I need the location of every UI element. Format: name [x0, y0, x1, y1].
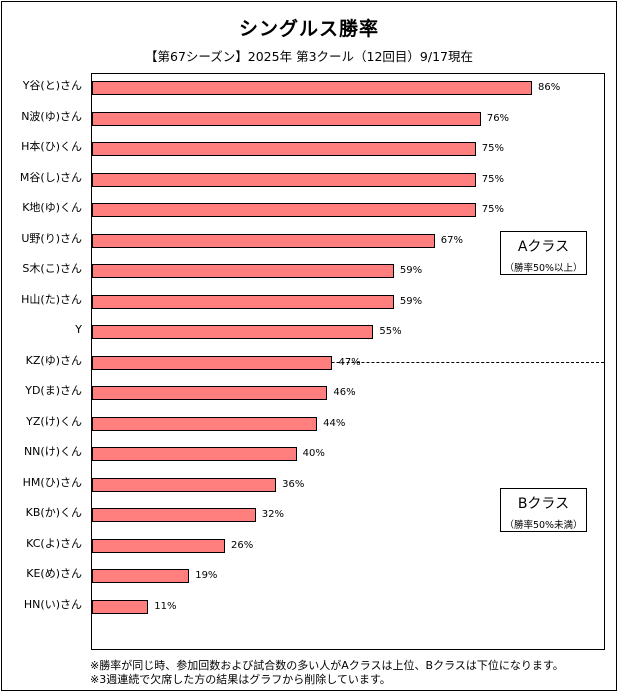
- category-label: H山(た)さん: [21, 292, 82, 306]
- category-label: Y: [75, 323, 82, 336]
- value-label: 75%: [481, 143, 504, 154]
- plot-area: Aクラス （勝率50%以上） Bクラス （勝率50%未満） 86% 76% 75% 7…: [91, 73, 605, 650]
- category-label: K地(ゆ)くん: [22, 201, 82, 214]
- value-label: 26%: [231, 539, 254, 551]
- value-label: 55%: [379, 326, 402, 337]
- category-label: M谷(し)さん: [19, 170, 82, 184]
- value-label: 36%: [282, 478, 305, 490]
- chart-subtitle: 【第67シーズン】2025年 第3クール（12回目）9/17現在: [145, 49, 473, 64]
- value-label: 11%: [154, 600, 177, 612]
- value-label: 75%: [481, 173, 504, 185]
- bar: [92, 569, 190, 583]
- bar: [92, 508, 256, 522]
- category-label: Y谷(と)さん: [22, 79, 82, 92]
- class-divider: [92, 362, 604, 363]
- group-box-b: Bクラス （勝率50%未満）: [500, 488, 587, 532]
- value-label: 59%: [399, 295, 423, 307]
- category-label: HM(ひ)さん: [22, 475, 82, 489]
- group-note-b: （勝率50%未満）: [504, 520, 583, 531]
- bar: [92, 599, 149, 614]
- category-label: YZ(け)くん: [26, 414, 82, 428]
- category-label: KC(よ)さん: [26, 536, 82, 550]
- value-label: 32%: [261, 509, 284, 520]
- group-label-b: Bクラス: [517, 496, 570, 512]
- category-label: KE(め)さん: [26, 567, 82, 580]
- bar: [92, 81, 532, 95]
- bar: [92, 477, 277, 492]
- category-label: HN(い)さん: [23, 597, 82, 611]
- value-label: 76%: [486, 112, 510, 124]
- category-label: S木(こ)さん: [22, 262, 82, 275]
- bar: [92, 355, 333, 370]
- category-label: KZ(ゆ)さん: [25, 353, 82, 367]
- value-label: 75%: [481, 204, 504, 215]
- group-note-a: （勝率50%以上）: [504, 263, 583, 274]
- value-label: 19%: [195, 570, 218, 581]
- footnote: ※3週連続で欠席した方の結果はグラフから削除しています。: [90, 673, 391, 686]
- bar: [92, 111, 481, 126]
- value-label: 46%: [333, 387, 356, 398]
- category-label: H本(ひ)くん: [21, 140, 82, 153]
- category-label: KB(か)くん: [25, 506, 82, 519]
- bar: [92, 294, 394, 309]
- category-label: U野(り)さん: [21, 231, 82, 245]
- group-label-a: Aクラス: [517, 239, 570, 255]
- group-box-a: Aクラス （勝率50%以上）: [500, 231, 587, 275]
- footnotes: ※勝率が同じ時、参加回数および試合数の多い人がAクラスは上位、Bクラスは下位にな…: [90, 659, 564, 687]
- category-label: N波(ゆ)さん: [21, 109, 82, 123]
- bar: [92, 447, 297, 461]
- bar: [92, 203, 476, 217]
- value-label: 40%: [302, 448, 325, 459]
- footnote: ※勝率が同じ時、参加回数および試合数の多い人がAクラスは上位、Bクラスは下位にな…: [90, 659, 564, 672]
- value-label: 47%: [338, 356, 361, 368]
- bar: [92, 538, 226, 553]
- value-label: 44%: [323, 417, 346, 429]
- bar: [92, 142, 476, 156]
- value-label: 67%: [440, 234, 464, 246]
- bar: [92, 264, 394, 278]
- bar: [92, 233, 435, 248]
- bar: [92, 416, 318, 431]
- bar: [92, 172, 476, 187]
- bar: [92, 386, 328, 400]
- value-label: 86%: [538, 82, 561, 93]
- category-label: YD(ま)さん: [25, 384, 82, 397]
- value-label: 59%: [399, 265, 423, 276]
- bar: [92, 325, 374, 339]
- category-label: NN(け)くん: [23, 445, 82, 458]
- chart-title: シングルス勝率: [238, 18, 379, 40]
